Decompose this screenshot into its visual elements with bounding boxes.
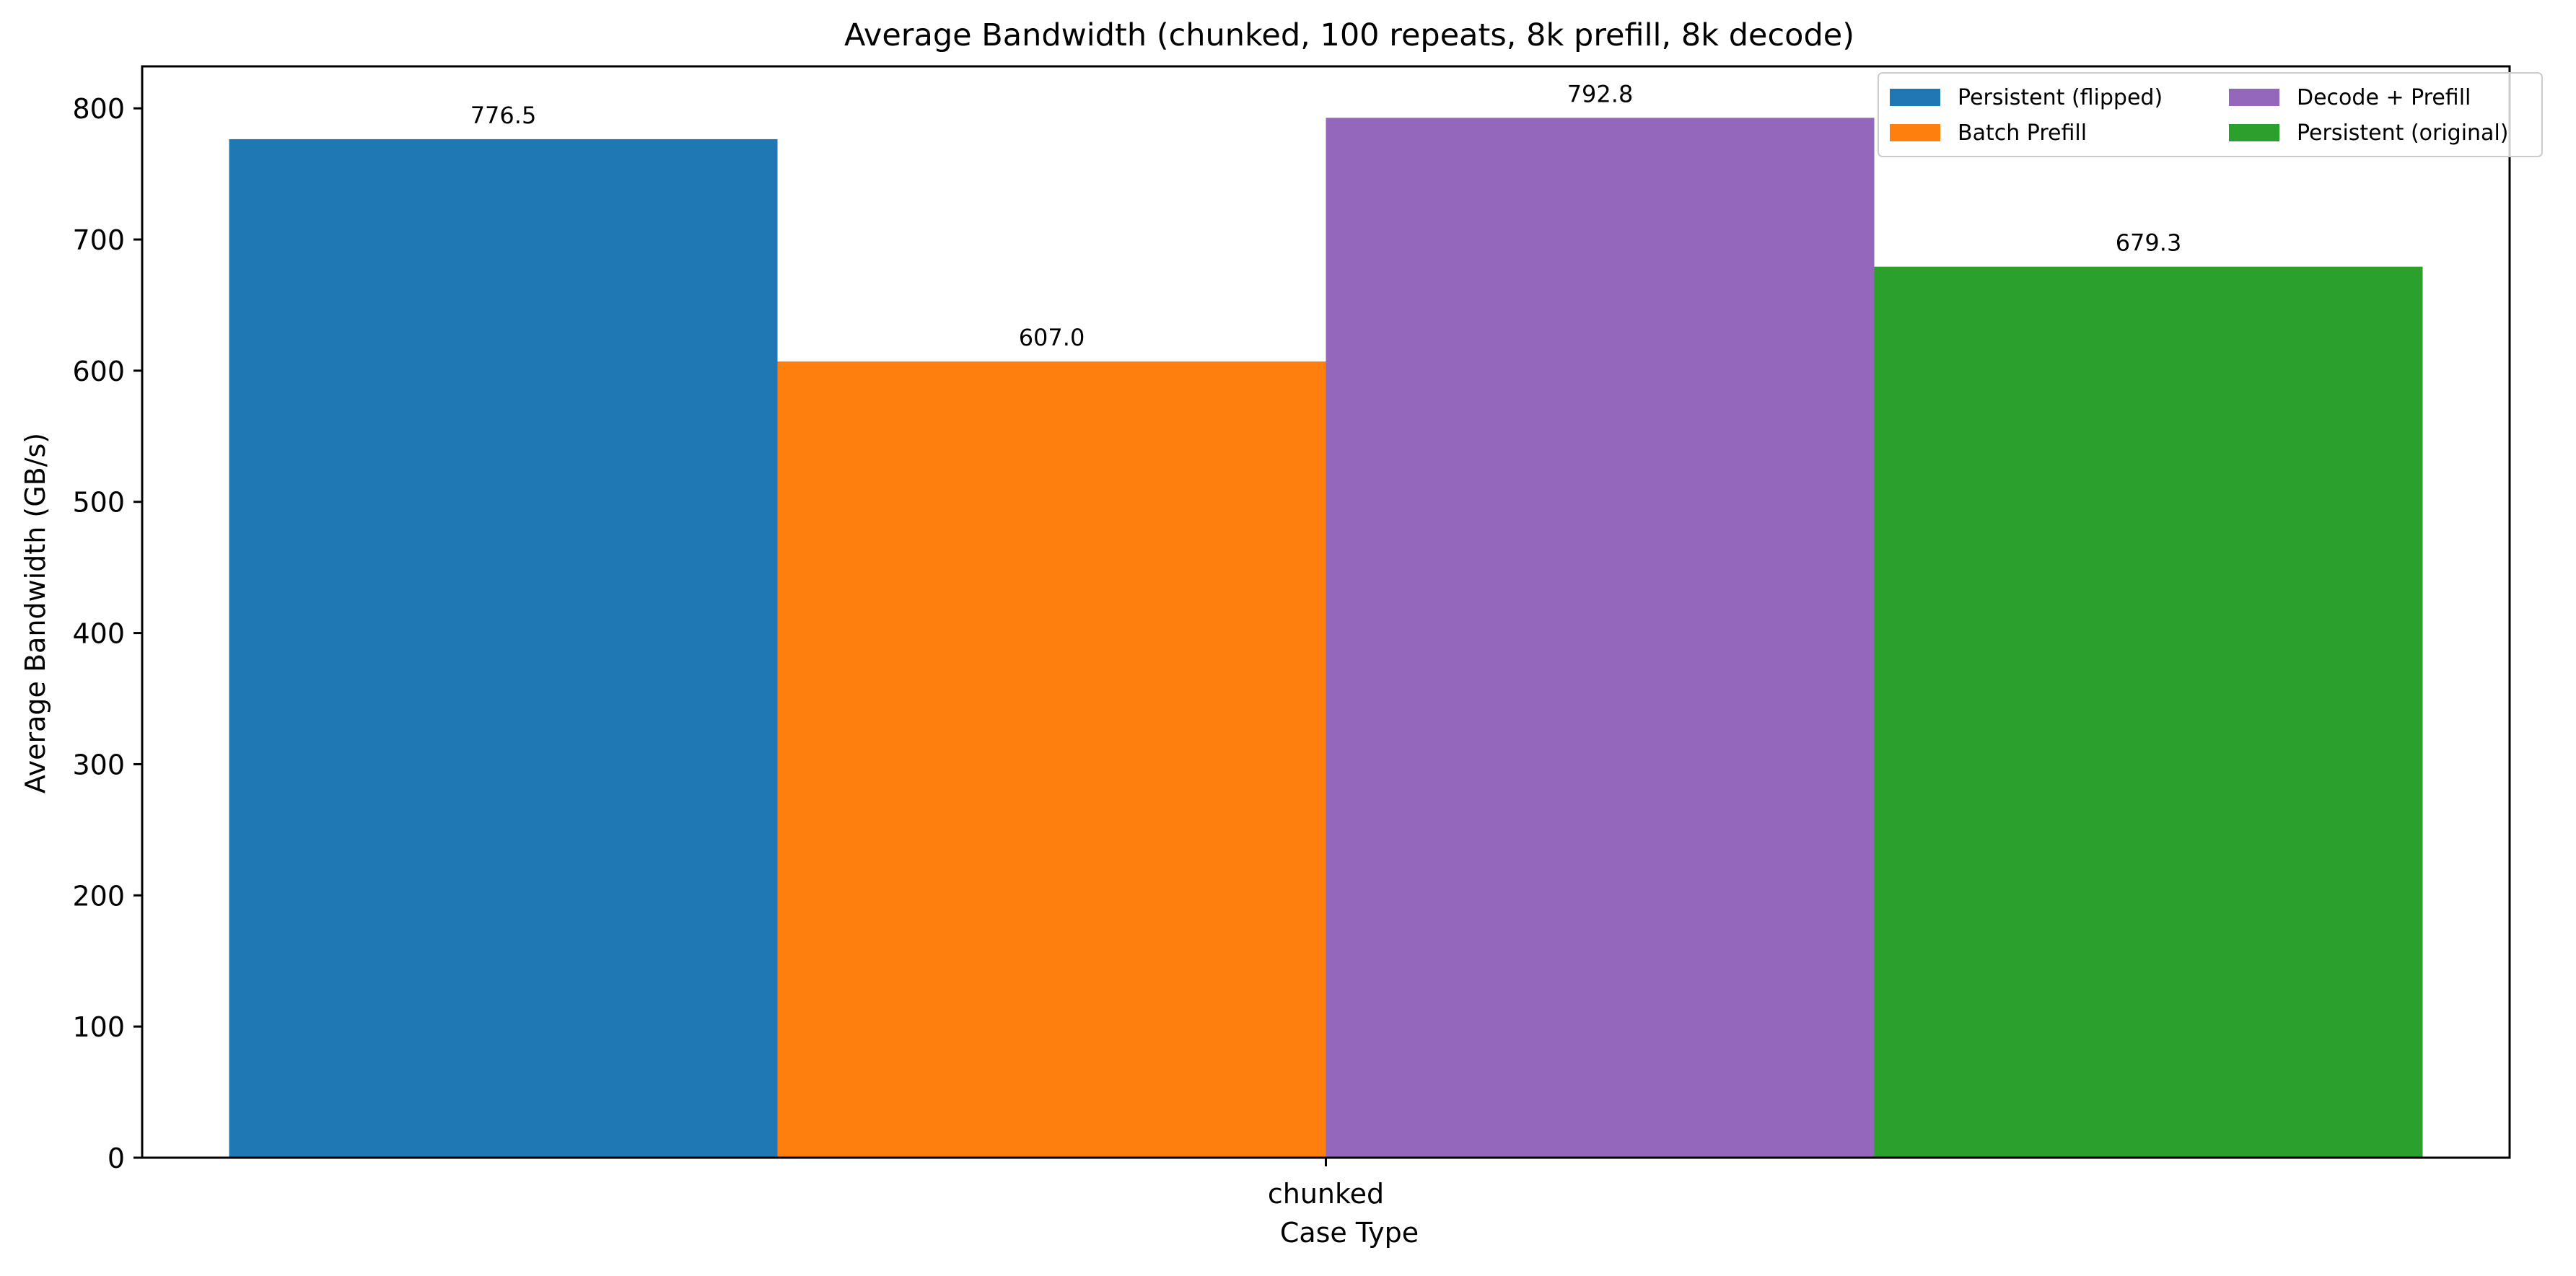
legend-swatch: [2229, 89, 2279, 106]
legend: Persistent (flipped) Batch Prefill Decode …: [1878, 72, 2543, 157]
bar-persistent-flipped: [229, 138, 778, 1158]
legend-label: Persistent (original): [2297, 120, 2508, 146]
bar-batch-prefill: [777, 361, 1326, 1158]
y-tick-label: 300: [72, 749, 125, 780]
y-tick-label: 200: [72, 880, 125, 912]
bar-value-label: 776.5: [470, 102, 537, 129]
legend-label: Batch Prefill: [1958, 120, 2087, 146]
y-tick-label: 100: [72, 1011, 125, 1043]
y-tick-label: 600: [72, 356, 125, 387]
legend-swatch: [1890, 124, 1940, 141]
legend-swatch: [2229, 124, 2279, 141]
x-tick-label: chunked: [1268, 1178, 1384, 1210]
legend-label: Persistent (flipped): [1958, 85, 2163, 110]
y-tick-label: 800: [72, 93, 125, 125]
y-tick-label: 700: [72, 224, 125, 256]
bar-value-label: 607.0: [1019, 324, 1085, 351]
bar-decode-prefill: [1326, 118, 1875, 1158]
bar-persistent-original: [1874, 266, 2423, 1158]
bar-value-label: 792.8: [1567, 80, 1634, 107]
y-tick-label: 0: [108, 1143, 125, 1174]
legend-label: Decode + Prefill: [2297, 85, 2471, 110]
y-tick-label: 400: [72, 618, 125, 650]
y-axis-label: Average Bandwidth (GB/s): [19, 433, 51, 793]
y-tick-label: 500: [72, 487, 125, 519]
bar-value-label: 679.3: [2116, 229, 2182, 257]
chart-title: Average Bandwidth (chunked, 100 repeats,…: [844, 17, 1854, 53]
legend-swatch: [1890, 89, 1940, 106]
plot-area: 776.5 607.0 792.8 679.3 0 100 200 300 400 500 600 7…: [72, 65, 2511, 1210]
legend-box: [1878, 72, 2543, 157]
x-axis-label: Case Type: [1280, 1217, 1419, 1249]
